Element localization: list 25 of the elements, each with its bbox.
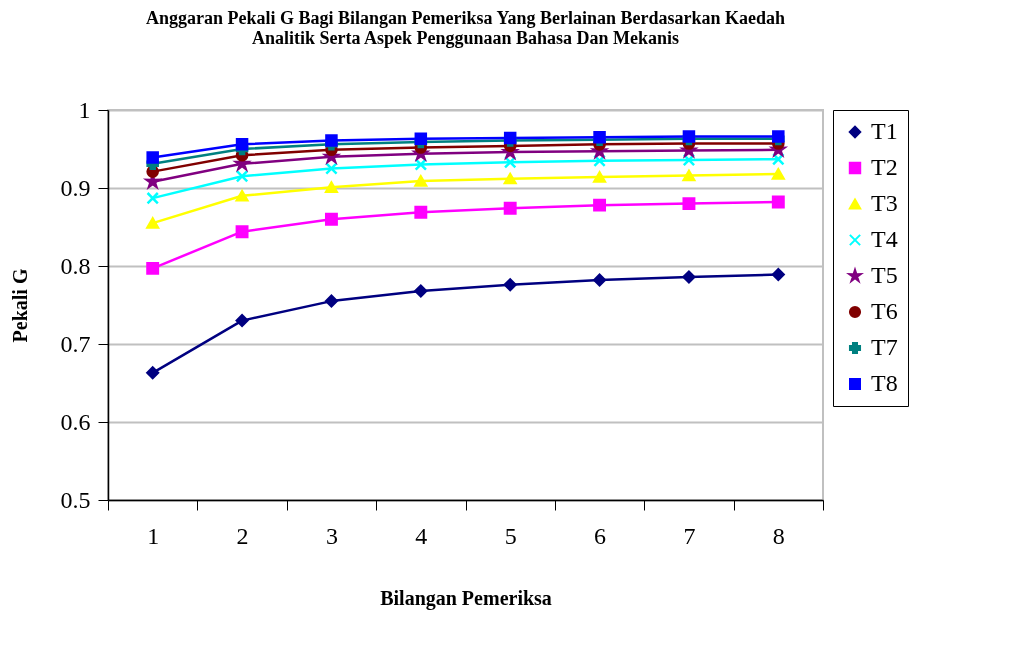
x-tick-label: 8 [772,522,785,549]
x-tick-label: 4 [415,522,428,549]
legend-label: T3 [871,190,898,216]
legend-label: T7 [871,334,898,360]
x-tick-label: 2 [236,522,249,549]
x-axis-title: Bilangan Pemeriksa [380,586,552,610]
x-tick-label: 3 [325,522,338,549]
x-tick-label: 5 [504,522,517,549]
y-tick-label: 0.7 [60,330,91,357]
legend-label: T2 [871,154,898,180]
x-tick-label: 1 [147,522,160,549]
legend-label: T6 [871,298,898,324]
y-axis-title: Pekali G [8,268,31,343]
legend-label: T5 [871,262,898,288]
x-tick-label: 6 [594,522,607,549]
x-tick-label: 7 [683,522,696,549]
y-tick-label: 0.6 [60,408,91,435]
chart-title: Anggaran Pekali G Bagi Bilangan Pemeriksa Yang Berlainan Berdasarkan Kaedah Analitik Serta Aspek Penggunaan Bahasa Dan Mekanis [146,8,785,48]
y-tick-label: 0.5 [60,486,91,513]
legend-label: T1 [871,118,898,144]
y-tick-label: 1 [78,96,91,123]
legend-label: T4 [871,226,898,252]
y-tick-label: 0.9 [60,174,91,201]
legend-label: T8 [871,370,898,396]
y-tick-label: 0.8 [60,252,91,279]
